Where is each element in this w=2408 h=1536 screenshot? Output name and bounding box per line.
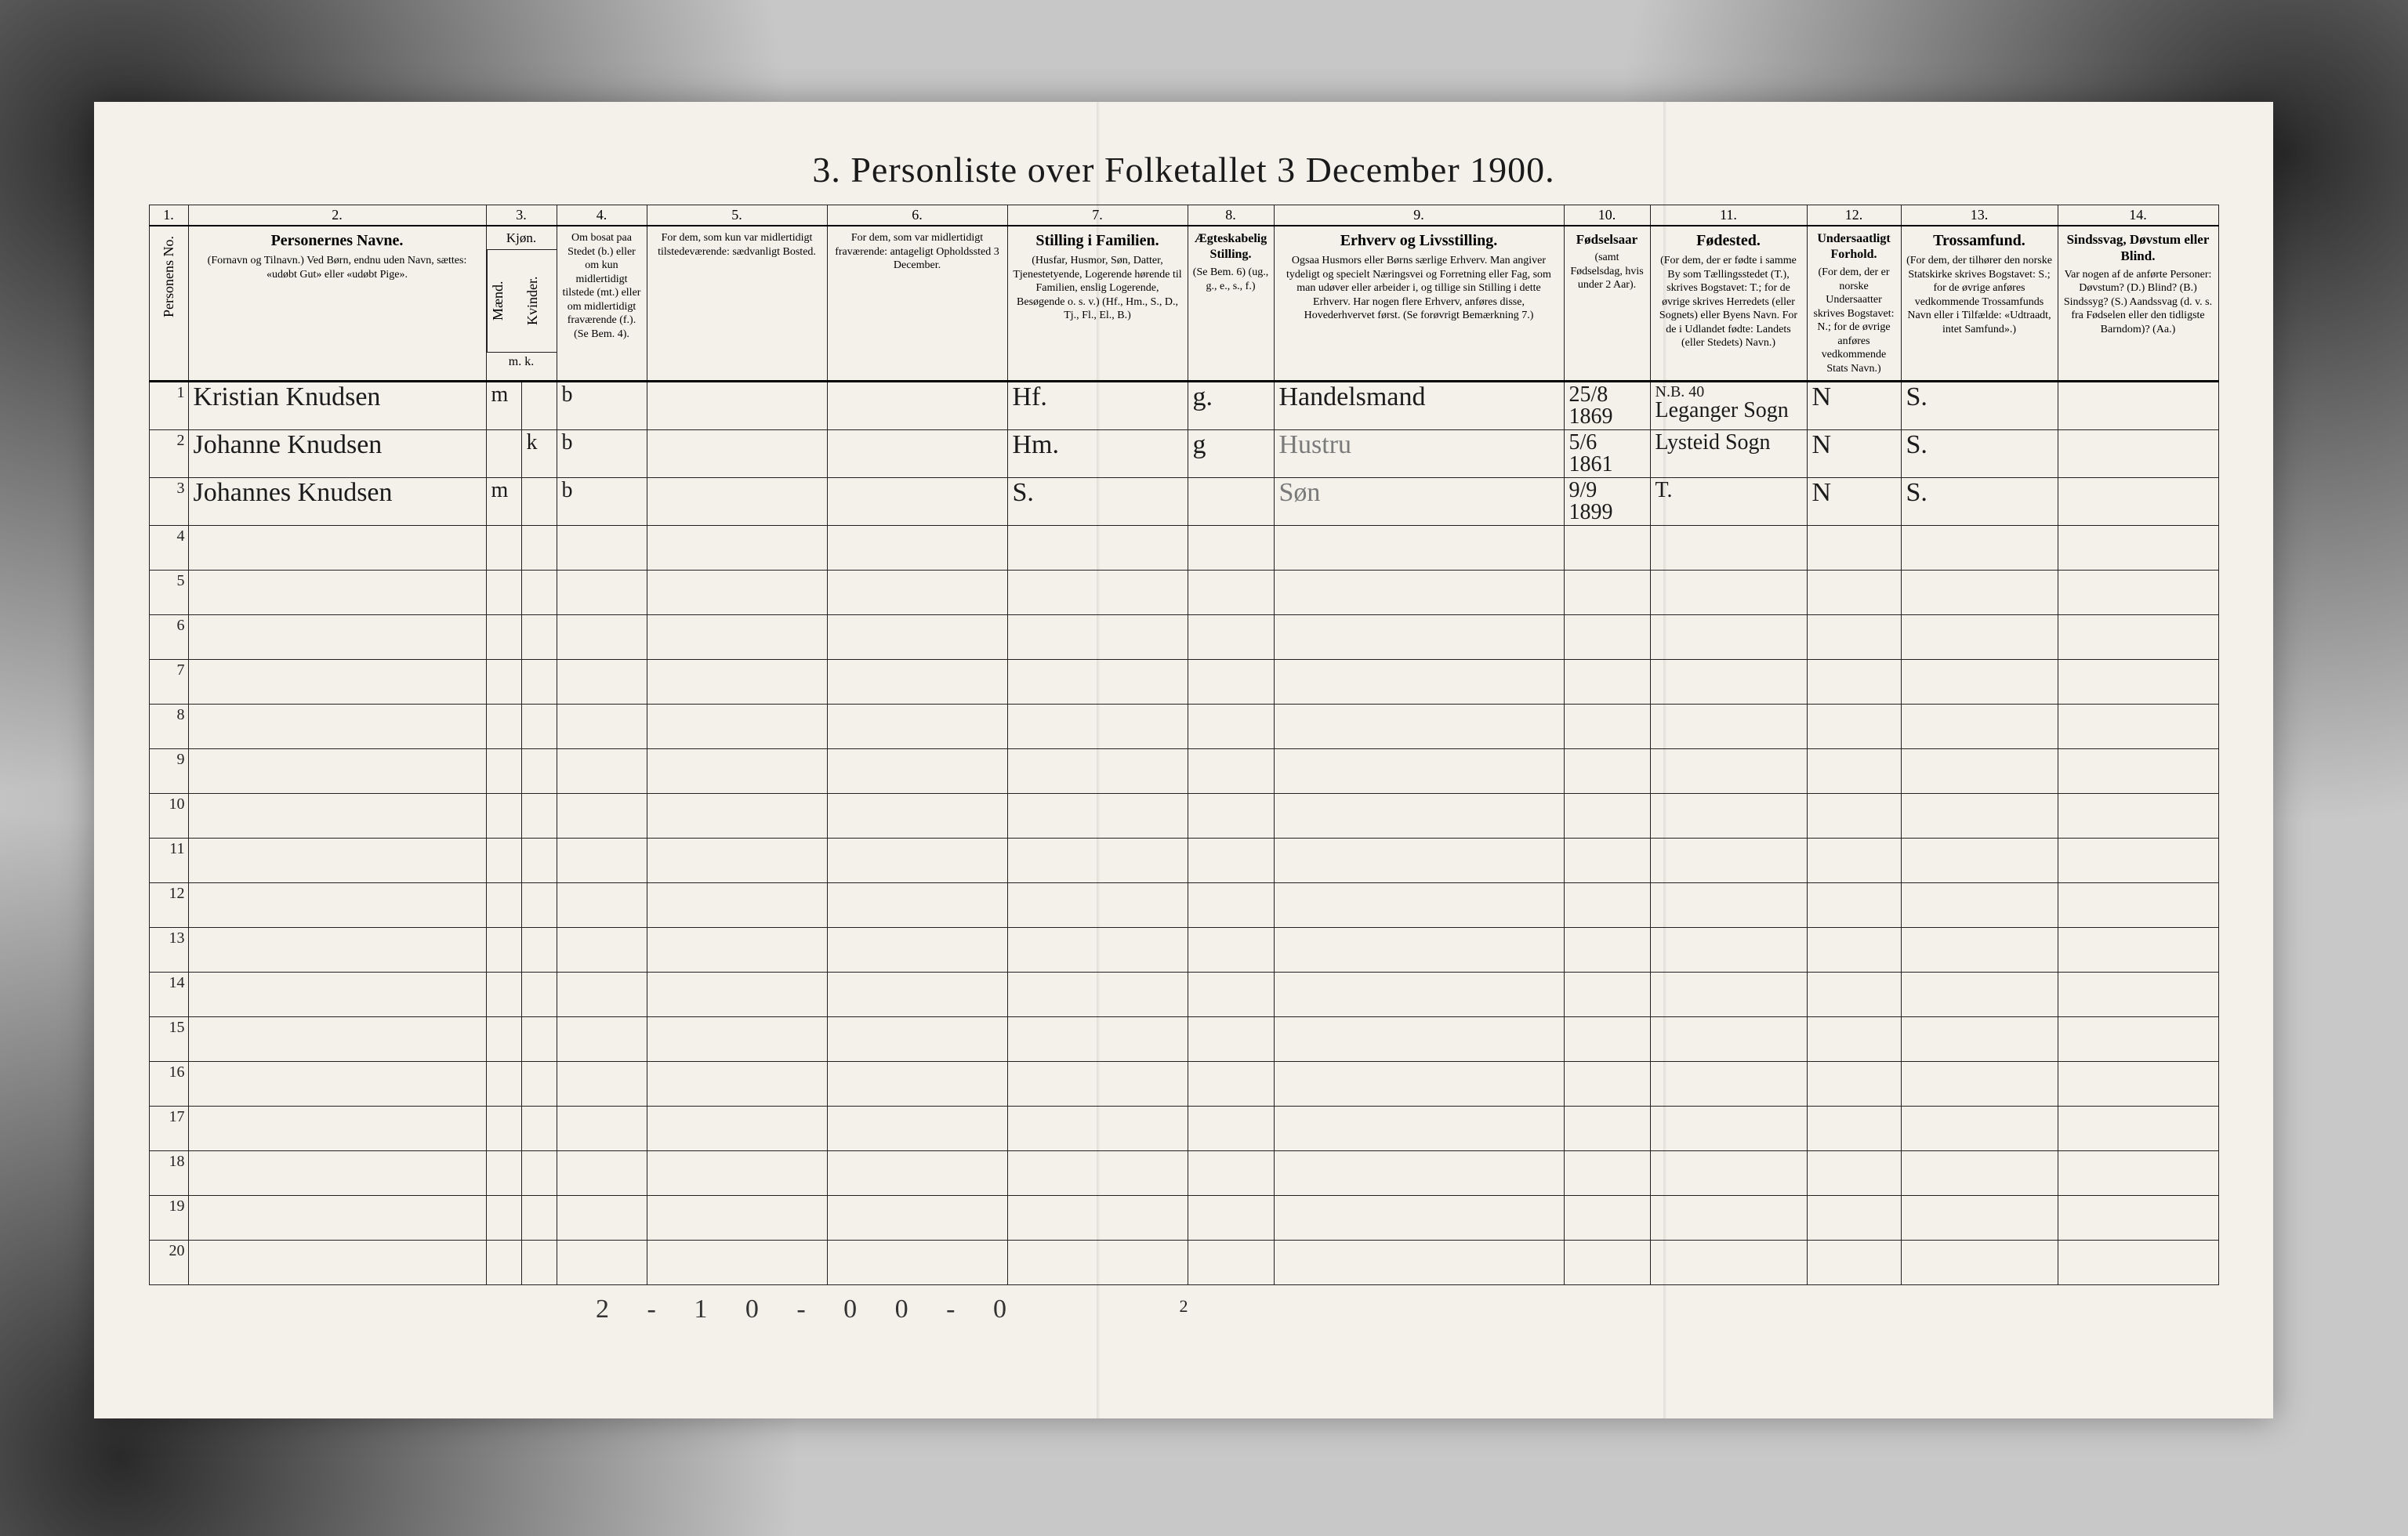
col-num: 1. — [149, 205, 188, 226]
col-num: 3. — [486, 205, 557, 226]
header-residence: Om bosat paa Stedet (b.) eller om kun mi… — [557, 226, 647, 382]
cell-name: Johannes Knudsen — [194, 478, 393, 507]
table-body: 1Kristian KnudsenmbHf.g.Handelsmand25/8 … — [149, 382, 2218, 1285]
header-marital: Ægteskabelig Stilling. (Se Bem. 6) (ug.,… — [1188, 226, 1274, 382]
table-row: 17 — [149, 1107, 2218, 1151]
table-row: 8 — [149, 705, 2218, 749]
table-row: 10 — [149, 794, 2218, 839]
col-num: 13. — [1901, 205, 2058, 226]
header-sex: Kjøn. Mænd. Kvinder. m. k. — [486, 226, 557, 382]
header-occupation: Erhverv og Livsstilling. Ogsaa Husmors e… — [1274, 226, 1564, 382]
table-row: 6 — [149, 615, 2218, 660]
header-birthplace: Fødested. (For dem, der er fødte i samme… — [1650, 226, 1807, 382]
col-num: 4. — [557, 205, 647, 226]
col-num: 12. — [1807, 205, 1901, 226]
paper-fold — [1663, 102, 1666, 1418]
cell-occupation: Handelsmand — [1279, 382, 1426, 411]
col-num: 2. — [188, 205, 486, 226]
header-temp-present: For dem, som kun var midlertidigt tilste… — [647, 226, 827, 382]
census-table: 1. 2. 3. 4. 5. 6. 7. 8. 9. 10. 11. 12. 1… — [149, 205, 2219, 1285]
table-row: 2Johanne KnudsenkbHm.gHustru5/6 1861Lyst… — [149, 430, 2218, 478]
header-birth-year: Fødselsaar (samt Fødselsdag, hvis under … — [1564, 226, 1650, 382]
page-number: 2 — [1180, 1296, 1188, 1317]
cell-birthplace: Lysteid Sogn — [1656, 430, 1771, 455]
header-faith: Trossamfund. (For dem, der tilhører den … — [1901, 226, 2058, 382]
header-nationality: Undersaatligt Forhold. (For dem, der er … — [1807, 226, 1901, 382]
table-row: 12 — [149, 883, 2218, 928]
table-row: 1Kristian KnudsenmbHf.g.Handelsmand25/8 … — [149, 382, 2218, 430]
col-num: 8. — [1188, 205, 1274, 226]
col-num: 6. — [827, 205, 1007, 226]
header-person-no: Personens No. — [149, 226, 188, 382]
table-row: 19 — [149, 1196, 2218, 1241]
table-row: 9 — [149, 749, 2218, 794]
table-row: 18 — [149, 1151, 2218, 1196]
table-row: 20 — [149, 1241, 2218, 1285]
table-row: 3Johannes KnudsenmbS.Søn9/9 1899T.NS. — [149, 478, 2218, 526]
cell-occupation: Søn — [1279, 478, 1321, 507]
col-num: 10. — [1564, 205, 1650, 226]
header-temp-absent: For dem, som var midlertidigt fraværende… — [827, 226, 1007, 382]
cell-occupation: Hustru — [1279, 430, 1352, 459]
column-number-row: 1. 2. 3. 4. 5. 6. 7. 8. 9. 10. 11. 12. 1… — [149, 205, 2218, 226]
table-row: 7 — [149, 660, 2218, 705]
table-row: 14 — [149, 973, 2218, 1017]
header-disability: Sindssvag, Døvstum eller Blind. Var noge… — [2058, 226, 2218, 382]
table-row: 15 — [149, 1017, 2218, 1062]
table-row: 4 — [149, 526, 2218, 571]
header-row: Personens No. Personernes Navne. (Fornav… — [149, 226, 2218, 382]
cell-name: Kristian Knudsen — [194, 382, 381, 411]
table-row: 11 — [149, 839, 2218, 883]
cell-name: Johanne Knudsen — [194, 430, 383, 459]
header-names: Personernes Navne. (Fornavn og Tilnavn.)… — [188, 226, 486, 382]
col-num: 14. — [2058, 205, 2218, 226]
col-num: 11. — [1650, 205, 1807, 226]
scan-background: 3. Personliste over Folketallet 3 Decemb… — [0, 0, 2408, 1536]
table-row: 5 — [149, 571, 2218, 615]
table-row: 16 — [149, 1062, 2218, 1107]
paper-fold — [1097, 102, 1100, 1418]
col-num: 5. — [647, 205, 827, 226]
table-row: 13 — [149, 928, 2218, 973]
cell-birthplace: Leganger Sogn — [1656, 398, 1789, 422]
footer-tally: 2 - 1 0 - 0 0 - 0 — [596, 1295, 1022, 1324]
col-num: 9. — [1274, 205, 1564, 226]
document-page: 3. Personliste over Folketallet 3 Decemb… — [94, 102, 2273, 1418]
document-title: 3. Personliste over Folketallet 3 Decemb… — [94, 102, 2273, 190]
